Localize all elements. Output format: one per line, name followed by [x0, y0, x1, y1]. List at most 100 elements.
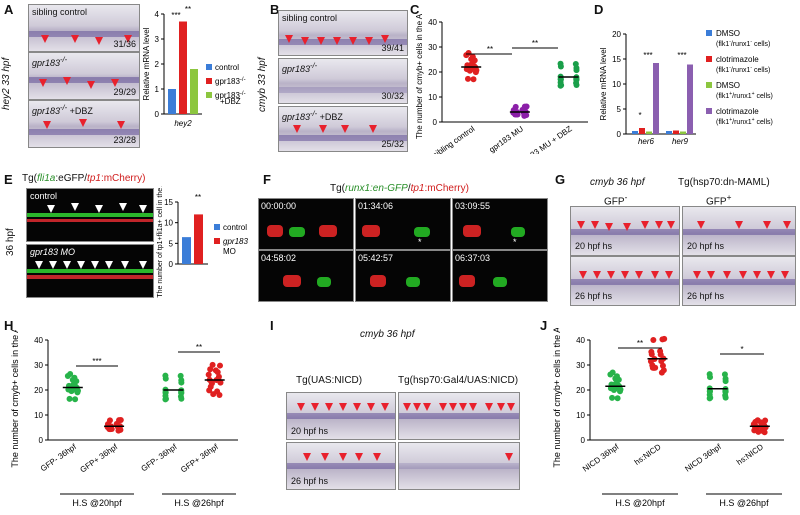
arrow-marker: [301, 37, 309, 45]
y-tick-label: 0: [617, 130, 622, 139]
data-point: [648, 351, 655, 358]
data-point: [216, 391, 223, 398]
ish-image-g3: 26 hpf hs: [570, 256, 680, 306]
data-point: [66, 395, 73, 402]
y-tick-label: 3: [155, 35, 160, 44]
stage-label-e: 36 hpf: [5, 228, 16, 256]
x-tick-label: GFP- 36hpf: [39, 442, 79, 474]
arrow-marker: [49, 261, 57, 269]
y-tick-label: 10: [428, 93, 437, 102]
sig-label: *: [638, 111, 641, 120]
ish-image-g1: 20 hpf hs: [570, 206, 680, 256]
bar: [179, 21, 187, 114]
arrow-marker: [139, 205, 147, 213]
y-tick-label: 30: [576, 361, 585, 370]
arrow-marker: [47, 205, 55, 213]
legend-swatch: [706, 82, 712, 88]
legend-swatch: [706, 30, 712, 36]
y-tick-label: 4: [155, 10, 160, 19]
ish-image-b-sibling: sibling control 39/41: [278, 10, 408, 56]
ish-image-i3: 26 hpf hs: [286, 442, 396, 490]
arrow-marker: [369, 125, 377, 133]
data-point: [471, 57, 478, 64]
y-tick-label: 20: [576, 386, 585, 395]
x-tick-label: gpr183 MU + DBZ: [516, 124, 574, 154]
y-axis-label: Relative mRNA level: [599, 47, 608, 120]
data-point: [108, 426, 115, 433]
arrow-marker: [341, 125, 349, 133]
x-tick-label: gpr183 MU: [487, 124, 525, 154]
data-point: [178, 395, 185, 402]
y-tick-label: 5: [169, 239, 174, 248]
arrow-marker: [124, 35, 132, 43]
gfp-neg-label: GFP-: [604, 192, 628, 208]
data-point: [464, 75, 471, 82]
sig-label: ***: [171, 11, 180, 20]
sibling-label: sibling control: [32, 7, 88, 17]
data-point: [206, 387, 213, 394]
group-label: H.S @26hpf: [719, 498, 769, 508]
ratio-label: 23/28: [113, 135, 136, 145]
y-tick-label: 5: [617, 105, 622, 114]
hs-label: 26 hpf hs: [291, 476, 329, 486]
data-point: [162, 389, 169, 396]
arrow-marker: [39, 79, 47, 87]
mo-label: gpr183 MO: [30, 247, 76, 257]
data-point: [573, 75, 580, 82]
group-label: H.S @20hpf: [615, 498, 665, 508]
legend-label: (flk1+/runx1+ cells): [716, 91, 773, 100]
group-label: H.S @20hpf: [72, 498, 122, 508]
bar: [653, 63, 659, 134]
panel-label-j: J: [540, 318, 548, 333]
panel-label-g: G: [555, 172, 566, 187]
data-point: [73, 378, 80, 385]
chart-h: The number of cmyb+ cells in the AGM 0 10 2…: [10, 330, 238, 508]
legend-label: (flk1-/runx1- cells): [716, 39, 770, 48]
legend-swatch: [206, 78, 212, 84]
y-tick-label: 40: [576, 336, 585, 345]
y-axis-label: Relative mRNA level: [142, 27, 151, 100]
arrow-marker: [365, 37, 373, 45]
arrow-marker: [381, 35, 389, 43]
data-point: [658, 358, 665, 365]
i-col2: Tg(hsp70:Gal4/UAS:NICD): [398, 375, 519, 386]
x-tick-label: GFP+ 36hpf: [179, 442, 220, 475]
data-point: [178, 388, 185, 395]
arrow-marker: [117, 121, 125, 129]
data-point: [617, 386, 624, 393]
data-point: [573, 82, 580, 89]
y-tick-label: 0: [581, 436, 586, 445]
y-axis-label: The number of cmyb+ cells in the AGM: [415, 14, 424, 139]
panel-label-i: I: [270, 318, 274, 333]
ish-image-mutant: gpr183-/- 29/29: [28, 52, 140, 100]
data-point: [463, 52, 470, 59]
data-point: [659, 336, 666, 343]
timestamp: 00:00:00: [261, 201, 297, 211]
chart-j: The number of cmyb+ cells in the AGM 0 10 2…: [552, 328, 784, 508]
chart-c: The number of cmyb+ cells in the AGM 0 10 2…: [415, 14, 588, 154]
y-tick-label: 40: [428, 18, 437, 27]
x-tick-label: hs:NICD: [633, 442, 663, 467]
legend-label: +DBZ: [220, 97, 241, 106]
data-point: [722, 394, 729, 401]
legend-label: gpr183: [223, 237, 248, 246]
timelapse-frame: 01:34:06 *: [355, 198, 451, 250]
data-point: [473, 67, 480, 74]
panel-label-a: A: [4, 2, 14, 17]
fluo-image-control: control: [26, 188, 154, 242]
data-point: [106, 417, 113, 424]
y-tick-label: 0: [155, 110, 160, 119]
x-tick-label: her6: [638, 137, 655, 146]
data-point: [64, 373, 71, 380]
y-tick-label: 10: [164, 219, 173, 228]
y-tick-label: 0: [39, 436, 44, 445]
arrow-marker: [91, 261, 99, 269]
data-point: [217, 379, 224, 386]
timestamp: 03:09:55: [455, 201, 491, 211]
x-tick-label: hs:NICD: [735, 442, 765, 467]
data-point: [722, 387, 729, 394]
y-tick-label: 20: [428, 68, 437, 77]
legend-swatch: [706, 108, 712, 114]
hs-label: 20 hpf hs: [687, 241, 725, 251]
y-tick-label: 40: [34, 336, 43, 345]
